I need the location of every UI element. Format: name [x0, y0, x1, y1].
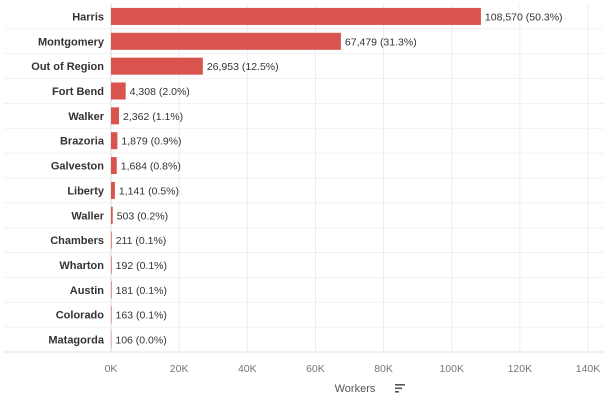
x-tick-label: 60K — [306, 363, 325, 375]
bar-liberty[interactable] — [111, 181, 115, 199]
x-tick-label: 140K — [576, 363, 601, 375]
category-label: Matagorda — [48, 335, 105, 347]
data-label: 1,684 (0.8%) — [121, 161, 181, 173]
bar-waller[interactable] — [111, 206, 113, 224]
data-label: 4,308 (2.0%) — [130, 86, 190, 98]
data-label: 181 (0.1%) — [116, 285, 167, 297]
bars — [111, 7, 481, 349]
data-label: 211 (0.1%) — [116, 235, 167, 247]
bar-chambers[interactable] — [111, 231, 112, 249]
category-label: Harris — [72, 11, 104, 23]
category-label: Fort Bend — [52, 86, 104, 98]
x-tick-label: 0K — [105, 363, 118, 375]
bar-fort-bend[interactable] — [111, 82, 126, 100]
category-labels: Harris Montgomery Out of Region Fort Bend Wa… — [31, 11, 105, 346]
bar-austin[interactable] — [111, 281, 112, 299]
category-label: Austin — [70, 285, 105, 297]
data-label: 1,141 (0.5%) — [119, 185, 179, 197]
category-label: Chambers — [50, 235, 104, 247]
sort-descending-icon[interactable] — [395, 384, 405, 393]
data-label: 26,953 (12.5%) — [207, 61, 279, 73]
x-tick-label: 40K — [238, 363, 257, 375]
bar-montgomery[interactable] — [111, 32, 341, 50]
x-tick-label: 80K — [374, 363, 393, 375]
bar-galveston[interactable] — [111, 157, 117, 175]
data-label: 108,570 (50.3%) — [485, 11, 563, 23]
x-axis-title: Workers — [335, 383, 376, 395]
x-tick-label: 100K — [439, 363, 464, 375]
category-label: Waller — [71, 210, 104, 222]
bar-harris[interactable] — [111, 7, 481, 25]
data-label: 503 (0.2%) — [117, 210, 168, 222]
data-label: 163 (0.1%) — [116, 310, 167, 322]
category-label: Galveston — [51, 161, 104, 173]
category-label: Walker — [68, 111, 104, 123]
data-label: 67,479 (31.3%) — [345, 36, 417, 48]
x-tick-label: 120K — [508, 363, 533, 375]
data-label: 1,879 (0.9%) — [121, 136, 181, 148]
bar-colorado[interactable] — [111, 306, 112, 324]
category-label: Wharton — [59, 260, 104, 272]
x-axis-ticks: 0K 20K 40K 60K 80K 100K 120K 140K — [105, 363, 601, 375]
value-labels: 108,570 (50.3%) 67,479 (31.3%) 26,953 (12.… — [115, 11, 562, 346]
bar-brazoria[interactable] — [111, 132, 118, 150]
category-label: Liberty — [67, 185, 105, 197]
category-label: Colorado — [56, 310, 105, 322]
data-label: 106 (0.0%) — [115, 335, 166, 347]
data-label: 192 (0.1%) — [116, 260, 167, 272]
bar-wharton[interactable] — [111, 256, 112, 274]
row-separators — [4, 4, 604, 353]
bar-out-of-region[interactable] — [111, 57, 203, 75]
category-label: Montgomery — [38, 36, 105, 48]
data-label: 2,362 (1.1%) — [123, 111, 183, 123]
category-label: Brazoria — [60, 136, 105, 148]
bar-walker[interactable] — [111, 107, 120, 125]
x-tick-label: 20K — [170, 363, 189, 375]
category-label: Out of Region — [31, 61, 104, 73]
